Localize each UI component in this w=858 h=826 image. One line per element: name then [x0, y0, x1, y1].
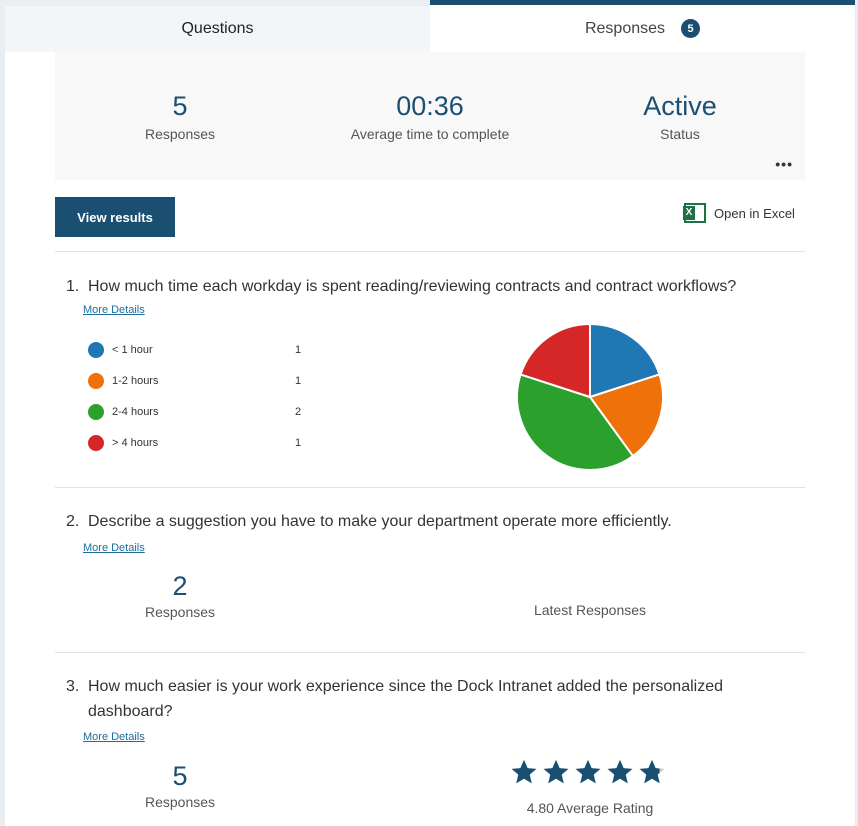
average-rating-label: 4.80 Average Rating — [526, 800, 654, 816]
q1-more-details-link[interactable]: More Details — [83, 304, 145, 316]
summary-panel: 5 Responses 00:36 Average time to complete… — [55, 52, 805, 180]
legend-dot — [88, 342, 104, 358]
q2-responses-value: 2 — [172, 571, 188, 601]
legend-item: < 1 hour 1 — [88, 342, 308, 358]
tab-responses[interactable]: Responses 5 — [430, 0, 855, 52]
legend-dot — [88, 373, 104, 389]
star-icon — [575, 759, 601, 784]
stat-avg-time: 00:36 Average time to complete — [305, 90, 555, 142]
legend-dot — [88, 435, 104, 451]
open-in-excel-button[interactable]: X Open in Excel — [683, 203, 795, 223]
legend-count: 2 — [295, 406, 302, 418]
tab-questions-label: Questions — [181, 20, 254, 37]
tab-bar: Questions Responses 5 — [5, 0, 855, 52]
rating-stars — [510, 758, 666, 786]
divider — [55, 487, 805, 488]
responses-value: 5 — [172, 91, 188, 121]
divider — [55, 251, 805, 252]
q3-more-details-link[interactable]: More Details — [83, 731, 145, 743]
question-1-title: 1. How much time each workday is spent re… — [66, 278, 737, 295]
responses-label: Responses — [144, 126, 216, 142]
tab-questions[interactable]: Questions — [5, 0, 430, 52]
pie-slice--4-hours[interactable] — [519, 322, 591, 399]
q2-more-details-link[interactable]: More Details — [83, 542, 145, 554]
star-icon — [639, 759, 665, 784]
tab-responses-label: Responses — [584, 19, 666, 37]
stat-status: Active Status — [555, 90, 805, 142]
avg-time-label: Average time to complete — [350, 126, 510, 142]
legend-label: 1-2 hours — [112, 375, 159, 387]
legend-label: 2-4 hours — [112, 406, 159, 418]
latest-responses-link[interactable]: Latest Responses — [533, 602, 647, 618]
legend-item: 2-4 hours 2 — [88, 404, 308, 420]
pie-slice--1-hour[interactable] — [589, 322, 661, 399]
q2-responses: 2 Responses — [55, 571, 305, 620]
q3-responses-value: 5 — [172, 761, 188, 791]
legend-item: > 4 hours 1 — [88, 435, 308, 451]
star-icon — [511, 759, 537, 784]
q2-responses-label: Responses — [144, 604, 216, 620]
legend-count: 1 — [295, 437, 302, 449]
open-in-excel-label: Open in Excel — [714, 205, 795, 221]
q3-responses-label: Responses — [144, 794, 216, 810]
star-icon — [543, 759, 569, 784]
question-3-title: 3. How much easier is your work experienc… — [66, 678, 723, 720]
q3-responses: 5 Responses — [55, 761, 305, 810]
legend-dot — [88, 404, 104, 420]
more-options-icon[interactable]: ••• — [775, 156, 793, 172]
question-2-title: 2. Describe a suggestion you have to make… — [66, 513, 672, 530]
status-label: Status — [660, 126, 700, 142]
pie-slice-2-4-hours[interactable] — [516, 373, 635, 471]
stat-responses: 5 Responses — [55, 90, 305, 142]
q1-pie-chart — [516, 322, 664, 471]
excel-icon: X — [683, 203, 706, 223]
responses-count-badge: 5 — [681, 19, 701, 38]
legend-label: > 4 hours — [112, 437, 159, 449]
divider — [55, 652, 805, 653]
status-value: Active — [643, 91, 717, 121]
star-icon — [607, 759, 633, 784]
legend-count: 1 — [295, 375, 302, 387]
legend-count: 1 — [295, 344, 302, 356]
legend-item: 1-2 hours 1 — [88, 373, 308, 389]
legend-label: < 1 hour — [112, 344, 153, 356]
view-results-button[interactable]: View results — [55, 197, 175, 237]
pie-slice-1-2-hours[interactable] — [588, 373, 664, 458]
avg-time-value: 00:36 — [396, 91, 464, 121]
